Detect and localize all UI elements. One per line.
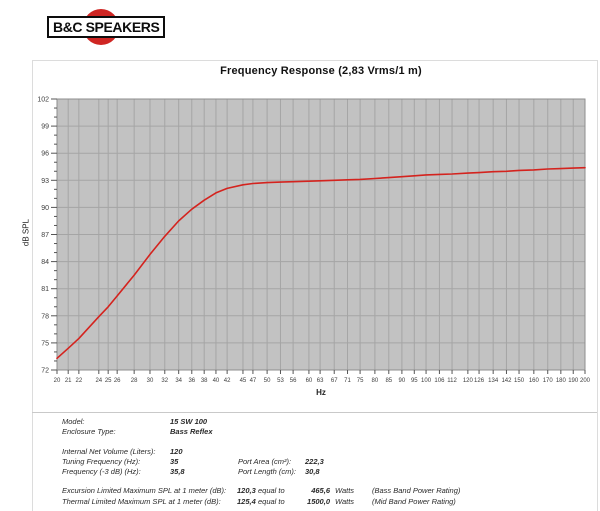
y-tick-label: 99 <box>41 124 49 131</box>
x-tick-label: 30 <box>147 378 154 384</box>
x-tick-label: 190 <box>568 378 579 384</box>
spec-value: 120 <box>170 447 183 456</box>
x-tick-label: 26 <box>114 378 121 384</box>
x-tick-label: 60 <box>306 378 313 384</box>
x-tick-label: 34 <box>175 378 182 384</box>
spec-label: Model: <box>62 417 85 426</box>
x-tick-label: 47 <box>250 378 257 384</box>
y-tick-label: 78 <box>41 313 49 320</box>
spec-row-model: Model: 15 SW 100 <box>62 417 592 427</box>
x-tick-label: 75 <box>357 378 364 384</box>
spec-value: 222,3 <box>305 457 324 466</box>
spec-watts-value: 465,6 <box>311 486 330 495</box>
spec-watts-value: 1500,0 <box>307 497 330 506</box>
x-tick-label: 67 <box>331 378 338 384</box>
y-tick-label: 96 <box>41 151 49 158</box>
y-tick-label: 102 <box>37 97 49 104</box>
spec-equal-text: equal to <box>258 497 285 506</box>
x-tick-label: 142 <box>501 378 512 384</box>
x-tick-label: 80 <box>372 378 379 384</box>
x-tick-label: 42 <box>224 378 231 384</box>
x-tick-label: 90 <box>399 378 406 384</box>
spec-equal-text: equal to <box>258 486 285 495</box>
y-tick-label: 90 <box>41 205 49 212</box>
x-tick-label: 180 <box>556 378 567 384</box>
spec-row-enclosure: Enclosure Type: Bass Reflex <box>62 427 592 437</box>
y-tick-label: 75 <box>41 340 49 347</box>
spec-label: Thermal Limited Maximum SPL at 1 meter (… <box>62 497 221 506</box>
x-tick-label: 85 <box>385 378 392 384</box>
y-tick-label: 81 <box>41 286 49 293</box>
x-tick-label: 134 <box>488 378 499 384</box>
y-tick-label: 87 <box>41 232 49 239</box>
x-tick-label: 120 <box>463 378 474 384</box>
spec-row-excursion: Excursion Limited Maximum SPL at 1 meter… <box>62 486 592 496</box>
spec-row-thermal: Thermal Limited Maximum SPL at 1 meter (… <box>62 497 592 507</box>
spec-label: Frequency (-3 dB) (Hz): <box>62 467 141 476</box>
spec-value: 30,8 <box>305 467 320 476</box>
x-tick-label: 40 <box>213 378 220 384</box>
x-tick-label: 95 <box>411 378 418 384</box>
x-tick-label: 38 <box>201 378 208 384</box>
spec-note: (Mid Band Power Rating) <box>372 497 456 506</box>
report-panel <box>32 60 598 511</box>
logo-box: B&C SPEAKERS <box>47 16 166 38</box>
x-tick-label: 106 <box>434 378 445 384</box>
x-tick-label: 150 <box>514 378 525 384</box>
x-tick-label: 24 <box>95 378 102 384</box>
x-tick-label: 36 <box>188 378 195 384</box>
y-axis-label: dB SPL <box>21 218 31 247</box>
spec-watts-unit: Watts <box>335 497 355 506</box>
spec-label: Tuning Frequency (Hz): <box>62 457 141 466</box>
panel-divider <box>32 412 597 413</box>
x-tick-label: 126 <box>474 378 485 384</box>
x-tick-label: 200 <box>580 378 591 384</box>
response-curve <box>56 166 586 360</box>
x-tick-label: 25 <box>105 378 112 384</box>
spec-label: Enclosure Type: <box>62 427 116 436</box>
x-tick-label: 53 <box>277 378 284 384</box>
spec-value: 125,4 <box>237 497 256 506</box>
x-tick-label: 100 <box>421 378 432 384</box>
logo-text: B&C SPEAKERS <box>53 19 160 35</box>
x-tick-label: 112 <box>447 378 457 384</box>
x-tick-label: 63 <box>317 378 324 384</box>
x-tick-label: 22 <box>76 378 83 384</box>
spec-label: Port Area (cm²): <box>238 457 292 466</box>
y-tick-label: 93 <box>41 178 49 185</box>
spec-label: Internal Net Volume (Liters): <box>62 447 156 456</box>
x-tick-label: 21 <box>65 378 72 384</box>
spec-row-tuning: Tuning Frequency (Hz): 35 Port Area (cm²… <box>62 457 592 467</box>
spec-label: Excursion Limited Maximum SPL at 1 meter… <box>62 486 227 495</box>
spec-row-f3: Frequency (-3 dB) (Hz): 35,8 Port Length… <box>62 467 592 477</box>
y-tick-label: 72 <box>41 368 49 375</box>
spec-value: 35,8 <box>170 467 185 476</box>
x-tick-label: 50 <box>264 378 271 384</box>
spec-label: Port Length (cm): <box>238 467 296 476</box>
y-tick-label: 84 <box>41 259 49 266</box>
x-tick-label: 20 <box>54 378 61 384</box>
spec-note: (Bass Band Power Rating) <box>372 486 461 495</box>
spec-value: 120,3 <box>237 486 256 495</box>
spec-watts-unit: Watts <box>335 486 355 495</box>
chart-title: Frequency Response (2,83 Vrms/1 m) <box>220 65 422 77</box>
x-tick-label: 160 <box>529 378 540 384</box>
x-tick-label: 28 <box>131 378 138 384</box>
x-tick-label: 71 <box>344 378 351 384</box>
x-tick-label: 56 <box>290 378 297 384</box>
x-tick-label: 170 <box>543 378 554 384</box>
x-axis-label: Hz <box>316 388 326 397</box>
x-tick-label: 32 <box>161 378 168 384</box>
spec-value: 15 SW 100 <box>170 417 208 426</box>
x-tick-label: 45 <box>240 378 247 384</box>
spec-row-volume: Internal Net Volume (Liters): 120 <box>62 447 592 457</box>
spec-value: 35 <box>170 457 179 466</box>
spec-value: Bass Reflex <box>170 427 213 436</box>
